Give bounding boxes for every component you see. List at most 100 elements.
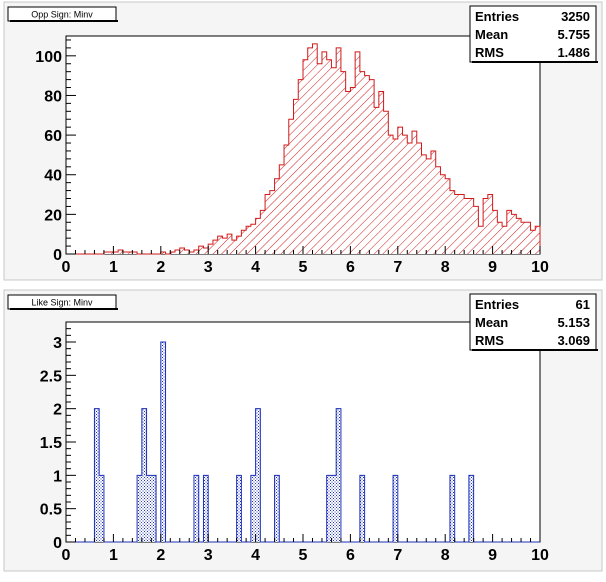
opp-bin-85 bbox=[468, 198, 474, 254]
y-tick-label: 3 bbox=[53, 335, 62, 352]
opp-bin-87 bbox=[478, 226, 484, 254]
opp-bin-58 bbox=[340, 71, 346, 254]
opp-bin-69 bbox=[393, 139, 398, 254]
like-bin-20 bbox=[160, 342, 166, 542]
like-bin-69 bbox=[393, 475, 398, 542]
stats-label-mean: Mean bbox=[475, 27, 508, 42]
x-tick-label: 3 bbox=[204, 547, 213, 564]
opp-bin-70 bbox=[397, 127, 403, 254]
opp-bin-64 bbox=[369, 79, 375, 254]
opp-bin-42 bbox=[265, 194, 270, 254]
chart-title: Like Sign: Minv bbox=[31, 298, 93, 308]
opp-bin-66 bbox=[378, 91, 384, 254]
opp-bin-24 bbox=[179, 248, 185, 254]
x-tick-label: 0 bbox=[62, 547, 71, 564]
x-tick-label: 4 bbox=[251, 259, 260, 276]
x-tick-label: 6 bbox=[346, 547, 355, 564]
opp-bin-36 bbox=[236, 236, 242, 254]
like-bin-81 bbox=[449, 475, 455, 542]
stats-value-entries: 61 bbox=[576, 297, 590, 312]
opp-bin-77 bbox=[430, 150, 436, 254]
stats-box-frame bbox=[469, 5, 597, 63]
opp-bin-28 bbox=[198, 246, 204, 254]
opp-bin-14 bbox=[132, 252, 138, 254]
opp-bin-98 bbox=[530, 230, 536, 254]
opp-bin-46 bbox=[284, 145, 289, 254]
opp-bin-23 bbox=[175, 250, 180, 254]
x-tick-label: 2 bbox=[156, 259, 165, 276]
like-bin-36 bbox=[236, 475, 242, 542]
y-tick-label: 20 bbox=[44, 207, 62, 224]
stats-box-shadow bbox=[472, 61, 598, 63]
opp-bin-80 bbox=[445, 178, 450, 254]
opp-bin-79 bbox=[440, 174, 446, 254]
y-tick-label: 1 bbox=[53, 468, 62, 485]
x-tick-label: 8 bbox=[441, 259, 450, 276]
opp-bin-10 bbox=[113, 252, 119, 254]
stats-label-entries: Entries bbox=[475, 9, 519, 24]
y-tick-label: 100 bbox=[35, 49, 62, 66]
y-tick-label: 1.5 bbox=[40, 435, 62, 452]
x-tick-label: 7 bbox=[393, 547, 402, 564]
x-tick-label: 3 bbox=[204, 259, 213, 276]
opp-bin-86 bbox=[473, 206, 479, 254]
x-tick-label: 9 bbox=[488, 547, 497, 564]
stats-box: Entries 3250 Mean 5.755 RMS 1.486 bbox=[469, 5, 598, 63]
opp-bin-67 bbox=[383, 111, 389, 255]
opp-bin-40 bbox=[255, 218, 261, 254]
like-bin-6 bbox=[94, 408, 100, 542]
opp-bin-89 bbox=[487, 194, 493, 254]
opp-bin-49 bbox=[298, 79, 303, 254]
opp-bin-35 bbox=[231, 240, 237, 254]
x-tick-label: 10 bbox=[531, 547, 549, 564]
opp-bin-47 bbox=[288, 119, 294, 255]
opp-bin-8 bbox=[103, 252, 109, 254]
like-bin-27 bbox=[193, 475, 199, 542]
opp-bin-94 bbox=[511, 214, 517, 254]
title-box: Opp Sign: Minv bbox=[7, 6, 118, 22]
like-bin-85 bbox=[468, 475, 474, 542]
opp-bin-29 bbox=[203, 248, 209, 254]
pad-like-sign: 0 1 2 3 4 5 6 7 8 9 10 0 0.5 1 1.5 2 2.5 3 Like Sign: Min… bbox=[3, 289, 603, 572]
histogram-opp-sign bbox=[66, 43, 541, 255]
opp-bin-12 bbox=[122, 252, 128, 254]
opp-bin-50 bbox=[303, 59, 308, 255]
opp-bin-55 bbox=[326, 59, 332, 255]
title-box-shadow bbox=[10, 308, 118, 310]
opp-bin-25 bbox=[184, 250, 190, 254]
opp-bin-61 bbox=[355, 51, 360, 254]
opp-bin-37 bbox=[241, 230, 247, 254]
opp-bin-26 bbox=[189, 252, 194, 254]
opp-bin-76 bbox=[426, 158, 431, 254]
like-bin-16 bbox=[141, 408, 147, 542]
y-tick-label: 60 bbox=[44, 128, 62, 145]
x-tick-label: 10 bbox=[531, 259, 549, 276]
opp-bin-54 bbox=[321, 51, 327, 254]
opp-bin-71 bbox=[402, 135, 408, 254]
opp-bin-48 bbox=[293, 99, 299, 254]
opp-bin-33 bbox=[222, 238, 228, 254]
x-tick-label: 5 bbox=[299, 259, 308, 276]
like-bin-62 bbox=[359, 475, 365, 542]
stats-value-mean: 5.153 bbox=[557, 315, 590, 330]
x-tick-label: 7 bbox=[393, 259, 402, 276]
y-tick-label: 40 bbox=[44, 168, 62, 185]
y-tick-label: 80 bbox=[44, 88, 62, 105]
opp-bin-90 bbox=[492, 210, 498, 254]
x-tick-label: 6 bbox=[346, 259, 355, 276]
opp-bin-88 bbox=[483, 198, 488, 254]
like-bin-40 bbox=[255, 408, 261, 542]
stats-box: Entries 61 Mean 5.153 RMS 3.069 bbox=[469, 293, 598, 351]
x-tick-label: 1 bbox=[109, 547, 118, 564]
histogram-like-sign bbox=[66, 341, 540, 543]
opp-bin-59 bbox=[345, 91, 351, 254]
y-tick-label: 0 bbox=[53, 535, 62, 552]
opp-bin-81 bbox=[449, 190, 455, 254]
opp-bin-62 bbox=[359, 71, 365, 254]
x-tick-label: 0 bbox=[62, 259, 71, 276]
opp-bin-34 bbox=[227, 234, 232, 254]
stats-value-mean: 5.755 bbox=[557, 27, 590, 42]
